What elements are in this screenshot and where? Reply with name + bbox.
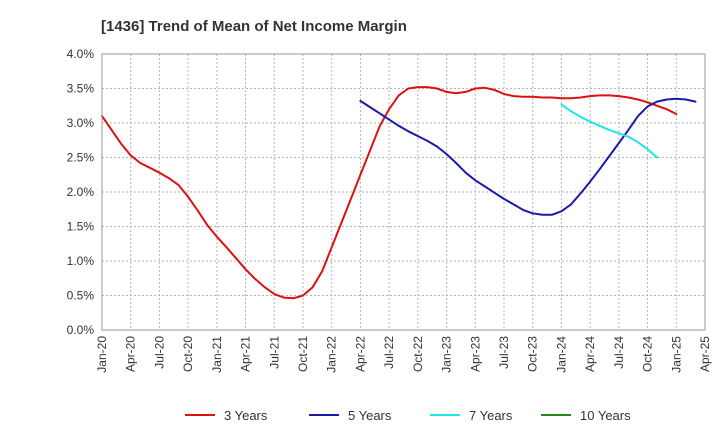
y-tick-label: 3.0% <box>67 116 95 130</box>
x-tick-label: Jan-25 <box>669 336 683 373</box>
chart-legend: 3 Years 5 Years 7 Years 10 Years <box>185 408 631 423</box>
chart-series <box>101 86 697 300</box>
y-axis-tick-labels: 0.0% 0.5% 1.0% 1.5% 2.0% 2.5% 3.0% 3.5% 4.0% <box>67 47 95 337</box>
y-tick-label: 1.0% <box>67 254 95 268</box>
y-tick-label: 1.5% <box>67 220 95 234</box>
chart-title: [1436] Trend of Mean of Net Income Margi… <box>101 18 407 35</box>
x-tick-label: Apr-25 <box>698 336 712 372</box>
series-line-3-years <box>101 86 678 300</box>
x-tick-label: Apr-20 <box>124 336 138 372</box>
chart-grid <box>101 53 706 331</box>
x-tick-label: Jul-23 <box>497 336 511 369</box>
x-tick-label: Apr-23 <box>468 336 482 372</box>
x-tick-label: Jan-21 <box>210 336 224 373</box>
x-tick-label: Oct-20 <box>181 336 195 372</box>
legend-label: 3 Years <box>224 408 268 423</box>
x-tick-label: Jul-21 <box>267 336 281 369</box>
y-tick-label: 0.5% <box>67 289 95 303</box>
series-line-5-years <box>359 97 697 216</box>
x-axis-tick-labels: Jan-20 Apr-20 Jul-20 Oct-20 Jan-21 Apr-21 Jul-… <box>95 336 712 373</box>
y-tick-label: 0.0% <box>67 323 95 337</box>
x-tick-label: Oct-21 <box>296 336 310 372</box>
x-tick-label: Apr-22 <box>353 336 367 372</box>
x-tick-label: Jan-22 <box>325 336 339 373</box>
x-tick-label: Jul-22 <box>382 336 396 369</box>
y-tick-label: 3.5% <box>67 82 95 96</box>
x-tick-label: Jan-20 <box>95 336 109 373</box>
y-tick-label: 4.0% <box>67 47 95 61</box>
x-tick-label: Jan-23 <box>440 336 454 373</box>
x-tick-label: Jan-24 <box>554 336 568 373</box>
plot-area-frame <box>101 53 706 331</box>
x-tick-label: Oct-24 <box>641 336 655 372</box>
legend-label: 7 Years <box>469 408 513 423</box>
legend-label: 10 Years <box>580 408 631 423</box>
x-tick-label: Jul-24 <box>612 336 626 369</box>
x-tick-label: Apr-24 <box>583 336 597 372</box>
x-tick-label: Apr-21 <box>239 336 253 372</box>
series-line-7-years <box>560 103 659 159</box>
x-tick-label: Oct-22 <box>411 336 425 372</box>
legend-label: 5 Years <box>348 408 392 423</box>
y-tick-label: 2.5% <box>67 151 95 165</box>
x-tick-label: Jul-20 <box>152 336 166 369</box>
y-tick-label: 2.0% <box>67 185 95 199</box>
x-tick-label: Oct-23 <box>526 336 540 372</box>
